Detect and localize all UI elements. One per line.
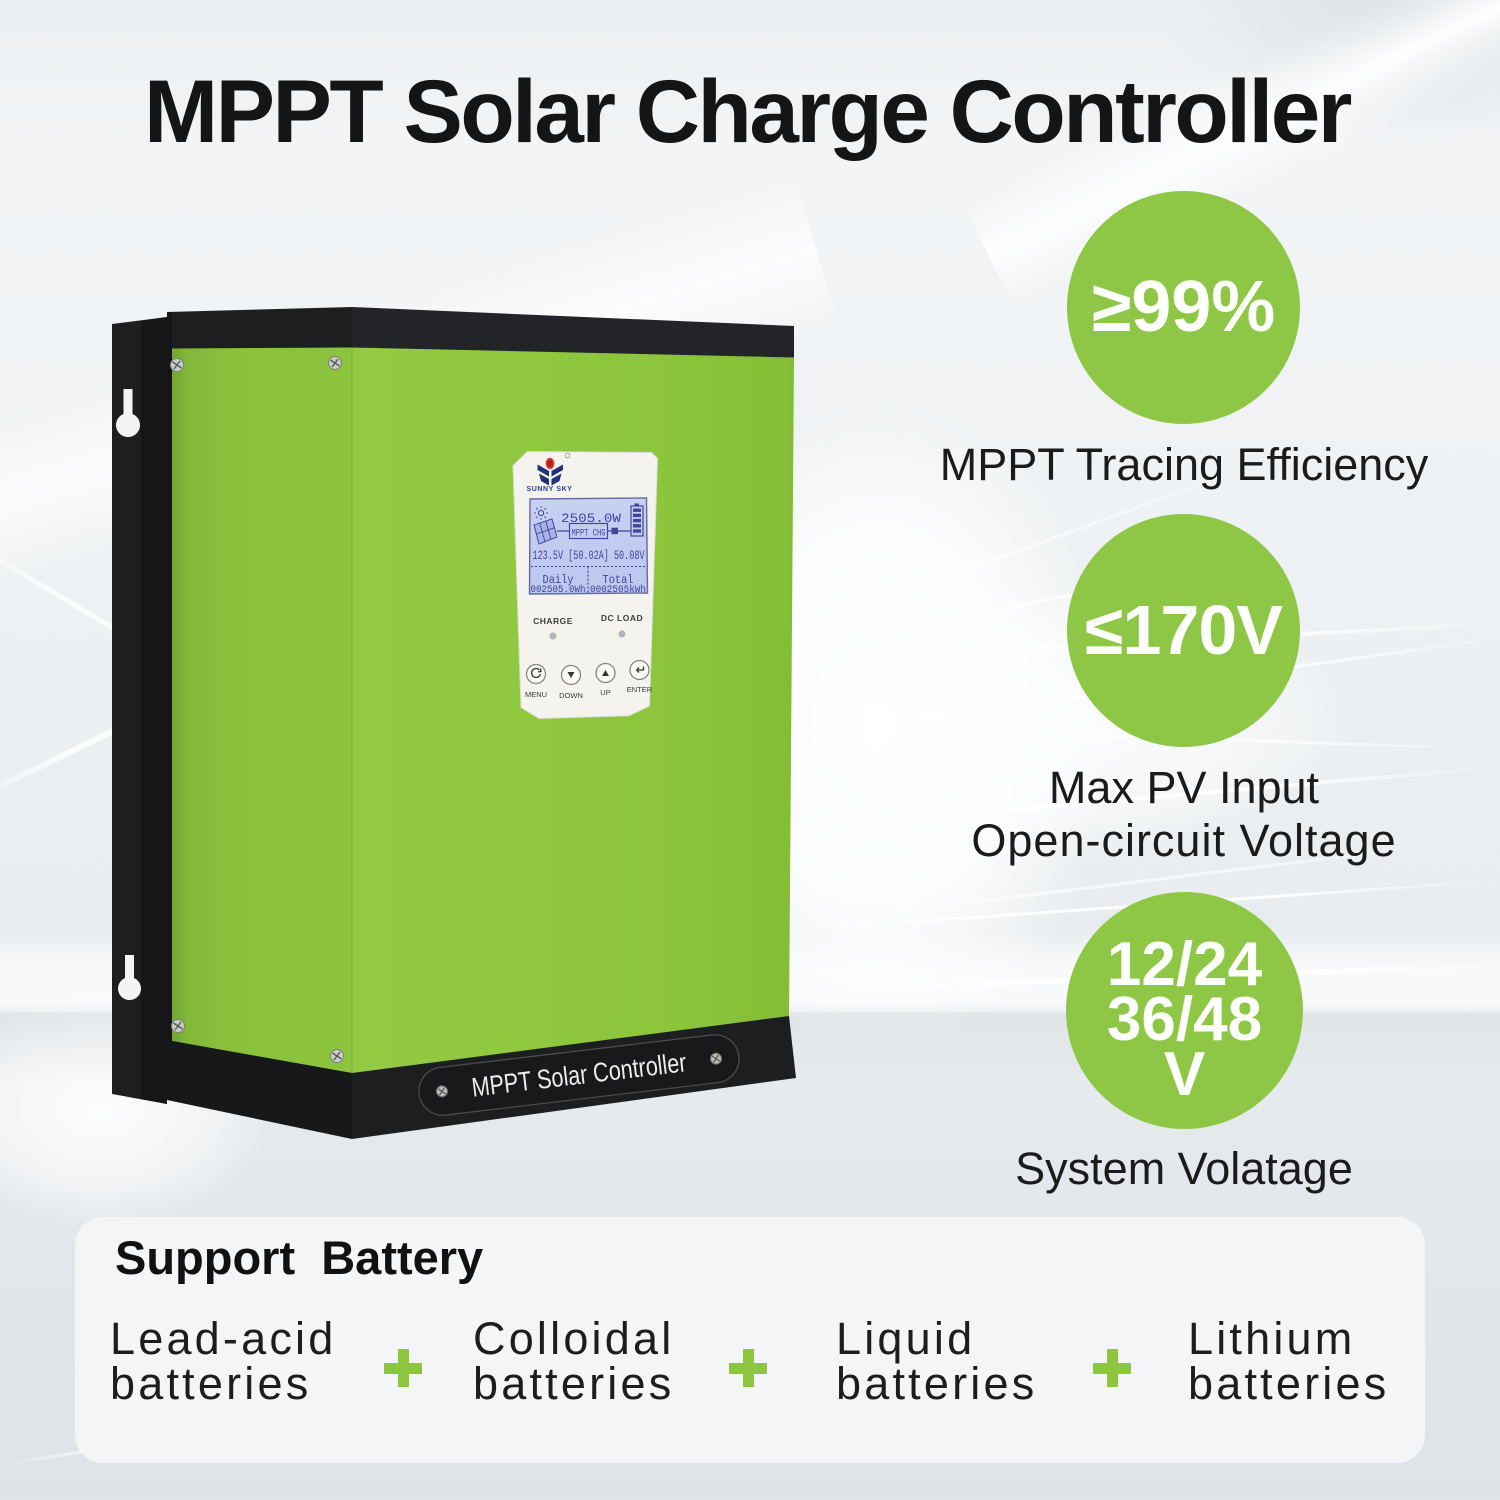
svg-text:123.5V [50.02A] 50.08V: 123.5V [50.02A] 50.08V — [533, 549, 645, 563]
svg-text:DOWN: DOWN — [559, 691, 583, 700]
svg-text:Total: Total — [603, 573, 634, 587]
svg-text:UP: UP — [600, 688, 610, 697]
svg-text:MENU: MENU — [525, 690, 547, 699]
svg-text:DC LOAD: DC LOAD — [601, 613, 643, 623]
svg-text:0002505kWh: 0002505kWh — [590, 584, 646, 596]
svg-text:Daily: Daily — [543, 573, 574, 587]
svg-text:MPPT CHG: MPPT CHG — [572, 529, 606, 540]
svg-text:SUNNY SKY: SUNNY SKY — [526, 486, 572, 493]
svg-text:002505.0Wh: 002505.0Wh — [531, 584, 586, 596]
svg-text:CHARGE: CHARGE — [533, 616, 573, 626]
svg-text:2505.0W: 2505.0W — [561, 512, 622, 526]
svg-text:ENTER: ENTER — [627, 685, 653, 694]
